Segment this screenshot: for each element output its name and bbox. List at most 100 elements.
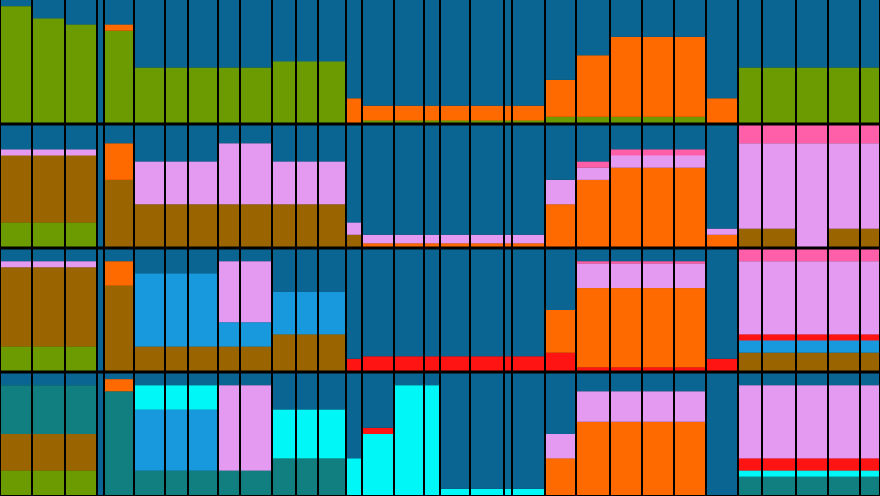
- admixture-segment: [241, 470, 271, 495]
- admixture-segment: [189, 373, 217, 386]
- admixture-segment: [33, 470, 64, 495]
- admixture-segment: [425, 125, 439, 235]
- admixture-segment: [829, 0, 859, 68]
- admixture-segment: [611, 0, 641, 37]
- admixture-segment: [297, 409, 317, 459]
- admixture-segment: [546, 116, 575, 123]
- admixture-segment: [105, 261, 133, 286]
- admixture-segment: [425, 356, 439, 371]
- admixture-segment: [797, 67, 827, 123]
- admixture-segment: [797, 0, 827, 68]
- admixture-segment: [1, 249, 31, 262]
- admixture-segment: [219, 143, 239, 205]
- admixture-segment: [166, 346, 187, 371]
- admixture-segment: [425, 385, 439, 495]
- admixture-segment: [546, 310, 575, 353]
- admixture-segment: [739, 476, 761, 495]
- admixture-segment: [763, 249, 795, 262]
- admixture-segment: [33, 434, 64, 471]
- admixture-segment: [66, 149, 96, 156]
- admixture-segment: [363, 120, 393, 123]
- admixture-segment: [135, 346, 164, 371]
- admixture-segment: [829, 249, 859, 262]
- admixture-segment: [763, 476, 795, 495]
- admixture-segment: [577, 55, 609, 117]
- admixture-segment: [297, 249, 317, 292]
- admixture-segment: [763, 458, 795, 471]
- admixture-segment: [66, 249, 96, 262]
- admixture-segment: [1, 346, 31, 371]
- admixture-segment: [505, 243, 511, 247]
- admixture-segment: [471, 120, 503, 123]
- admixture-segment: [643, 116, 673, 123]
- admixture-segment: [707, 0, 737, 99]
- admixture-segment: [861, 373, 879, 386]
- admixture-segment: [166, 470, 187, 495]
- admixture-segment: [241, 346, 271, 371]
- admixture-segment: [797, 261, 827, 335]
- admixture-segment: [319, 204, 345, 247]
- admixture-segment: [797, 334, 827, 341]
- admixture-segment: [577, 373, 609, 392]
- admixture-segment: [395, 125, 423, 235]
- admixture-segment: [1, 155, 31, 223]
- admixture-segment: [505, 120, 511, 123]
- admixture-segment: [611, 167, 641, 247]
- admixture-segment: [166, 0, 187, 68]
- admixture-segment: [611, 116, 641, 123]
- admixture-segment: [471, 105, 503, 121]
- admixture-segment: [861, 340, 879, 353]
- admixture-segment: [441, 356, 469, 371]
- admixture-segment: [739, 373, 761, 386]
- admixture-segment: [219, 204, 239, 247]
- admixture-segment: [513, 105, 544, 121]
- admixture-segment: [363, 105, 393, 121]
- admixture-segment: [135, 470, 164, 495]
- admixture-segment: [66, 267, 96, 347]
- admixture-segment: [513, 125, 544, 235]
- admixture-segment: [675, 288, 705, 368]
- admixture-segment: [643, 263, 673, 289]
- admixture-segment: [105, 179, 133, 247]
- admixture-segment: [219, 249, 239, 262]
- admixture-segment: [829, 385, 859, 459]
- admixture-segment: [135, 161, 164, 205]
- admixture-segment: [577, 249, 609, 262]
- admixture-segment: [546, 352, 575, 371]
- admixture-segment: [395, 385, 423, 495]
- admixture-segment: [611, 391, 641, 422]
- admixture-segment: [273, 204, 295, 247]
- admixture-segment: [105, 24, 133, 31]
- admixture-segment: [33, 373, 64, 386]
- admixture-segment: [297, 0, 317, 62]
- admixture-segment: [861, 334, 879, 341]
- admixture-segment: [189, 346, 217, 371]
- admixture-segment: [707, 249, 737, 359]
- admixture-segment: [319, 409, 345, 459]
- admixture-segment: [189, 409, 217, 471]
- admixture-segment: [513, 488, 544, 495]
- admixture-segment: [577, 0, 609, 56]
- admixture-segment: [135, 273, 164, 347]
- admixture-segment: [273, 334, 295, 371]
- admixture-segment: [763, 228, 795, 247]
- admixture-segment: [829, 261, 859, 335]
- admixture-segment: [363, 356, 393, 371]
- admixture-segment: [241, 261, 271, 323]
- admixture-segment: [66, 125, 96, 150]
- admixture-segment: [739, 228, 761, 247]
- admixture-segment: [297, 291, 317, 335]
- admixture-segment: [861, 352, 879, 371]
- admixture-segment: [297, 161, 317, 205]
- admixture-segment: [273, 409, 295, 459]
- admixture-segment: [797, 340, 827, 353]
- admixture-segment: [577, 179, 609, 247]
- admixture-segment: [675, 116, 705, 123]
- admixture-segment: [319, 249, 345, 292]
- admixture-segment: [347, 249, 361, 359]
- admixture-segment: [219, 0, 239, 68]
- admixture-segment: [319, 373, 345, 410]
- admixture-segment: [797, 385, 827, 459]
